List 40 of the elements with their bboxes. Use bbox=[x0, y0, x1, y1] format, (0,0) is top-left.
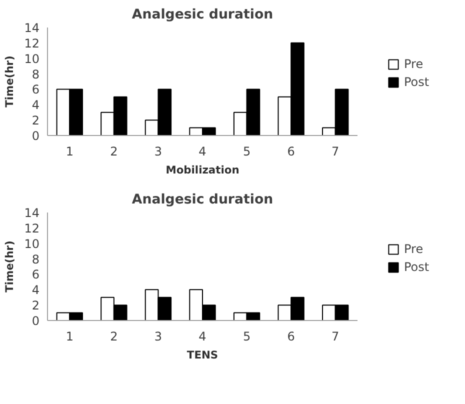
x-tick-label: 3 bbox=[154, 330, 162, 344]
y-tick-label: 2 bbox=[32, 114, 40, 128]
chart-title: Analgesic duration bbox=[132, 192, 274, 208]
x-tick-label: 2 bbox=[110, 144, 118, 158]
y-tick-label: 14 bbox=[24, 206, 40, 220]
y-tick-label: 4 bbox=[32, 283, 40, 298]
x-tick-label: 4 bbox=[198, 330, 206, 344]
x-tick-label: 7 bbox=[332, 144, 340, 158]
legend-label: Post bbox=[404, 260, 430, 274]
x-tick-label: 3 bbox=[154, 144, 162, 158]
x-tick-label: 5 bbox=[242, 144, 251, 158]
x-tick-label: 2 bbox=[110, 330, 118, 344]
x-axis-title: TENS bbox=[186, 348, 218, 362]
legend-label: Post bbox=[404, 75, 430, 89]
x-tick-label: 6 bbox=[287, 144, 295, 158]
chart-title: Analgesic duration bbox=[132, 8, 274, 22]
y-tick-label: 0 bbox=[32, 314, 40, 328]
y-axis-title: Time(hr) bbox=[3, 56, 16, 108]
y-tick-label: 12 bbox=[24, 221, 40, 236]
x-tick-label: 1 bbox=[66, 144, 74, 158]
y-tick-label: 8 bbox=[32, 252, 40, 266]
legend-label: Pre bbox=[404, 242, 424, 256]
x-tick-label: 5 bbox=[242, 330, 251, 344]
y-tick-label: 6 bbox=[32, 82, 40, 97]
y-tick-label: 2 bbox=[32, 298, 40, 313]
y-tick-label: 14 bbox=[24, 21, 40, 35]
x-tick-label: 6 bbox=[287, 330, 295, 344]
x-tick-label: 4 bbox=[198, 144, 206, 158]
x-tick-label: 1 bbox=[66, 330, 74, 344]
legend-label: Pre bbox=[404, 57, 424, 71]
y-tick-label: 10 bbox=[24, 52, 40, 66]
x-axis-title: Mobilization bbox=[166, 164, 240, 176]
y-tick-label: 10 bbox=[24, 236, 40, 251]
y-tick-label: 12 bbox=[24, 36, 40, 50]
y-tick-label: 6 bbox=[32, 268, 40, 282]
y-tick-label: 0 bbox=[32, 129, 40, 143]
y-tick-label: 8 bbox=[32, 67, 40, 82]
y-tick-label: 4 bbox=[32, 98, 40, 112]
x-tick-label: 7 bbox=[332, 330, 340, 344]
y-axis-title: Time(hr) bbox=[3, 240, 16, 292]
